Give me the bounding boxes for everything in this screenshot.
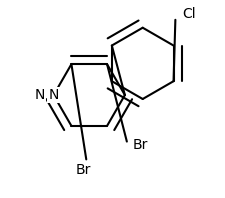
Text: N: N [48,88,58,102]
Text: N: N [34,88,45,102]
Text: Cl: Cl [182,7,195,21]
Text: Br: Br [75,163,91,177]
Text: Br: Br [132,138,148,151]
